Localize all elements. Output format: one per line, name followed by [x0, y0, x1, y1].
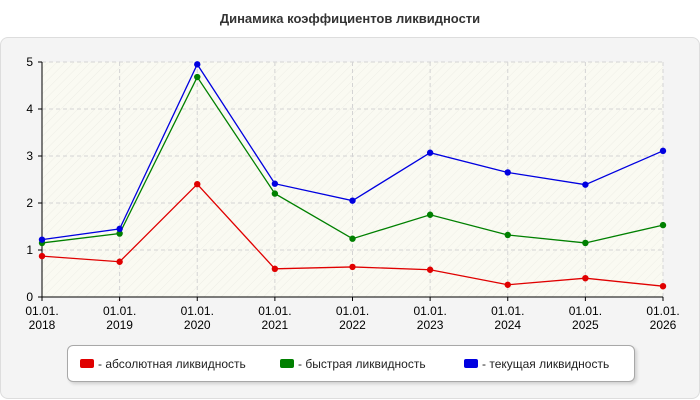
y-tick-label: 4 [26, 102, 33, 116]
legend-swatch-green [280, 359, 294, 368]
x-tick-label: 01.01. 2020 [181, 304, 214, 332]
data-point [349, 197, 356, 204]
chart-title: Динамика коэффициентов ликвидности [219, 11, 481, 26]
x-tick-label: 01.01. 2023 [413, 304, 446, 332]
legend-item-current: - текущая ликвидность [464, 346, 609, 381]
data-point [116, 230, 123, 237]
data-point [659, 147, 667, 155]
data-point [194, 181, 201, 188]
data-point [349, 263, 356, 271]
axes: 0 1 2 3 4 5 01.01. 2018 01.01. 2019 01.01. 2020 01.0… [25, 55, 679, 332]
x-tick-label: 01.01. 2024 [491, 304, 524, 332]
legend-swatch-red [80, 359, 94, 368]
x-tick-label: 01.01. 2025 [569, 304, 602, 332]
legend: - абсолютная ликвидность - быстрая ликви… [67, 345, 635, 382]
series-0 [38, 181, 667, 290]
legend-item-quick: - быстрая ликвидность [280, 346, 426, 381]
data-point [504, 281, 511, 288]
data-point [659, 221, 667, 229]
y-tick-label: 2 [26, 196, 33, 210]
y-tick-label: 0 [26, 290, 33, 304]
data-point [426, 149, 434, 156]
data-point [582, 181, 589, 188]
data-point [504, 231, 511, 239]
data-point [38, 236, 46, 243]
x-tick-label: 01.01. 2026 [646, 304, 679, 332]
data-point [426, 211, 434, 218]
legend-swatch-blue [464, 359, 478, 368]
y-tick-label: 3 [26, 149, 33, 163]
x-tick-label: 01.01. 2021 [258, 304, 291, 332]
legend-label: - текущая ликвидность [482, 356, 610, 371]
data-point [194, 73, 201, 81]
data-point [116, 225, 123, 233]
data-point [426, 266, 434, 273]
series-layer [38, 61, 667, 290]
x-tick-label: 01.01. 2022 [336, 304, 369, 332]
data-point [349, 235, 356, 242]
legend-label: - абсолютная ликвидность [98, 356, 246, 371]
plot-area [42, 62, 663, 297]
data-point [582, 275, 589, 282]
x-tick-label: 01.01. 2019 [103, 304, 136, 332]
data-point [271, 190, 279, 197]
data-point [194, 61, 201, 68]
y-tick-label: 1 [26, 243, 33, 257]
series-1 [38, 73, 667, 247]
data-point [582, 239, 589, 247]
series-2 [38, 61, 667, 243]
data-point [38, 252, 46, 260]
data-point [271, 265, 279, 272]
data-point [504, 169, 511, 176]
x-tick-label: 01.01. 2018 [25, 304, 58, 332]
data-point [116, 258, 123, 265]
legend-label: - быстрая ликвидность [298, 356, 426, 371]
data-point [659, 282, 667, 290]
data-point [271, 180, 279, 187]
legend-item-absolute: - абсолютная ликвидность [80, 346, 246, 381]
y-tick-label: 5 [26, 55, 33, 69]
